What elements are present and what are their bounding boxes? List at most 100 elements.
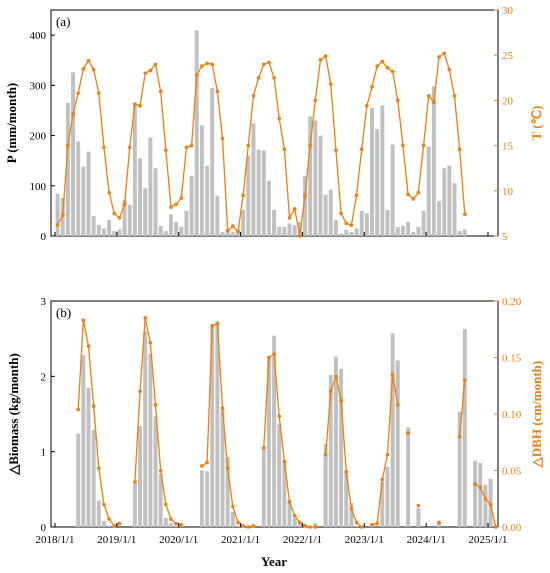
bar	[297, 523, 302, 527]
bar	[406, 221, 411, 236]
y2-tick-label: 0.05	[502, 466, 522, 478]
data-point	[261, 446, 266, 450]
bar	[163, 230, 168, 236]
bar	[406, 427, 411, 527]
bar	[220, 410, 225, 527]
bar	[272, 209, 277, 236]
bar	[349, 231, 354, 236]
bar	[303, 175, 307, 236]
bar	[225, 456, 230, 527]
bar	[81, 355, 86, 527]
bar	[380, 481, 385, 527]
bar	[277, 424, 282, 527]
bar	[354, 228, 359, 236]
bar	[323, 194, 328, 236]
bar	[359, 210, 364, 236]
bar	[431, 86, 436, 236]
x-tick-label: 2024/1/1	[407, 534, 446, 546]
series-line	[459, 380, 466, 437]
bar	[287, 223, 292, 236]
data-point	[76, 407, 80, 412]
x-axis-label: Year	[261, 554, 287, 569]
y-tick-label: 0	[41, 231, 47, 243]
bar	[127, 204, 132, 236]
bar	[266, 180, 271, 236]
bar	[132, 482, 137, 527]
bar	[256, 149, 261, 236]
x-tick-label: 2022/1/1	[283, 534, 322, 546]
bar	[148, 137, 153, 236]
bar	[220, 231, 225, 236]
series-line	[57, 52, 466, 237]
bar	[478, 462, 483, 527]
y2-tick-label: 0.10	[502, 409, 522, 421]
y-tick-label: 100	[30, 181, 47, 193]
y2-tick-label: 30	[502, 5, 514, 17]
bar	[395, 360, 400, 527]
y2-tick-label: 15	[502, 141, 514, 153]
bar	[143, 188, 148, 236]
bar	[251, 123, 256, 236]
data-point	[437, 520, 441, 525]
bar	[236, 525, 240, 527]
bar	[86, 151, 91, 236]
bar	[107, 219, 112, 236]
bar	[447, 165, 452, 236]
bar	[421, 210, 426, 236]
bar	[174, 525, 179, 527]
precipitation-bars	[55, 30, 467, 237]
series-line	[371, 374, 399, 526]
bar	[210, 87, 215, 236]
bar	[65, 102, 70, 236]
bar	[199, 470, 204, 527]
bar	[375, 129, 380, 236]
bar	[349, 502, 354, 527]
bar	[101, 520, 106, 527]
dbh-line	[76, 316, 498, 529]
x-tick-label: 2023/1/1	[345, 534, 384, 546]
bar	[122, 199, 127, 236]
bar	[333, 356, 338, 527]
bar	[205, 165, 210, 236]
bar	[215, 195, 220, 236]
panel-b-ticks: 0 1 2 3 0.00 0.05 0.10 0.15 0.20 2018/1/1 2019/1/1…	[35, 296, 521, 546]
panel-a-frame	[50, 9, 499, 237]
bar	[328, 189, 333, 236]
panel-a: (a) 0 100 200 300 400 5 10 15 20 25 30 P (mm/month…	[4, 5, 544, 243]
bar	[81, 166, 86, 236]
panel-b-y2-axis-label: △DBH (cm/month)	[529, 361, 544, 468]
bar	[483, 484, 488, 527]
bar	[261, 150, 266, 236]
bar	[416, 508, 421, 527]
data-point	[416, 503, 421, 508]
bar	[230, 511, 235, 527]
bar	[292, 224, 297, 236]
bar	[380, 105, 385, 236]
bar	[101, 228, 106, 236]
series-line	[263, 352, 316, 528]
data-point	[457, 434, 462, 439]
series-line	[324, 374, 363, 528]
y-tick-label: 400	[30, 30, 47, 42]
bar	[411, 231, 416, 236]
y2-tick-label: 0.00	[502, 522, 522, 534]
bar	[230, 231, 235, 236]
bar	[385, 466, 390, 527]
bar	[452, 183, 457, 236]
bar	[153, 168, 158, 236]
y2-tick-label: 10	[502, 186, 514, 198]
bar	[112, 230, 117, 236]
bar	[437, 522, 441, 527]
panel-a-y2-axis-label: T (℃)	[529, 106, 544, 141]
bar	[344, 229, 349, 236]
bar	[225, 229, 230, 236]
bar	[328, 374, 333, 527]
bar	[117, 229, 122, 236]
bar	[96, 500, 101, 527]
bar	[91, 215, 96, 236]
bar	[261, 446, 266, 527]
bar	[184, 210, 189, 236]
bar	[76, 141, 81, 236]
bar	[71, 72, 76, 236]
